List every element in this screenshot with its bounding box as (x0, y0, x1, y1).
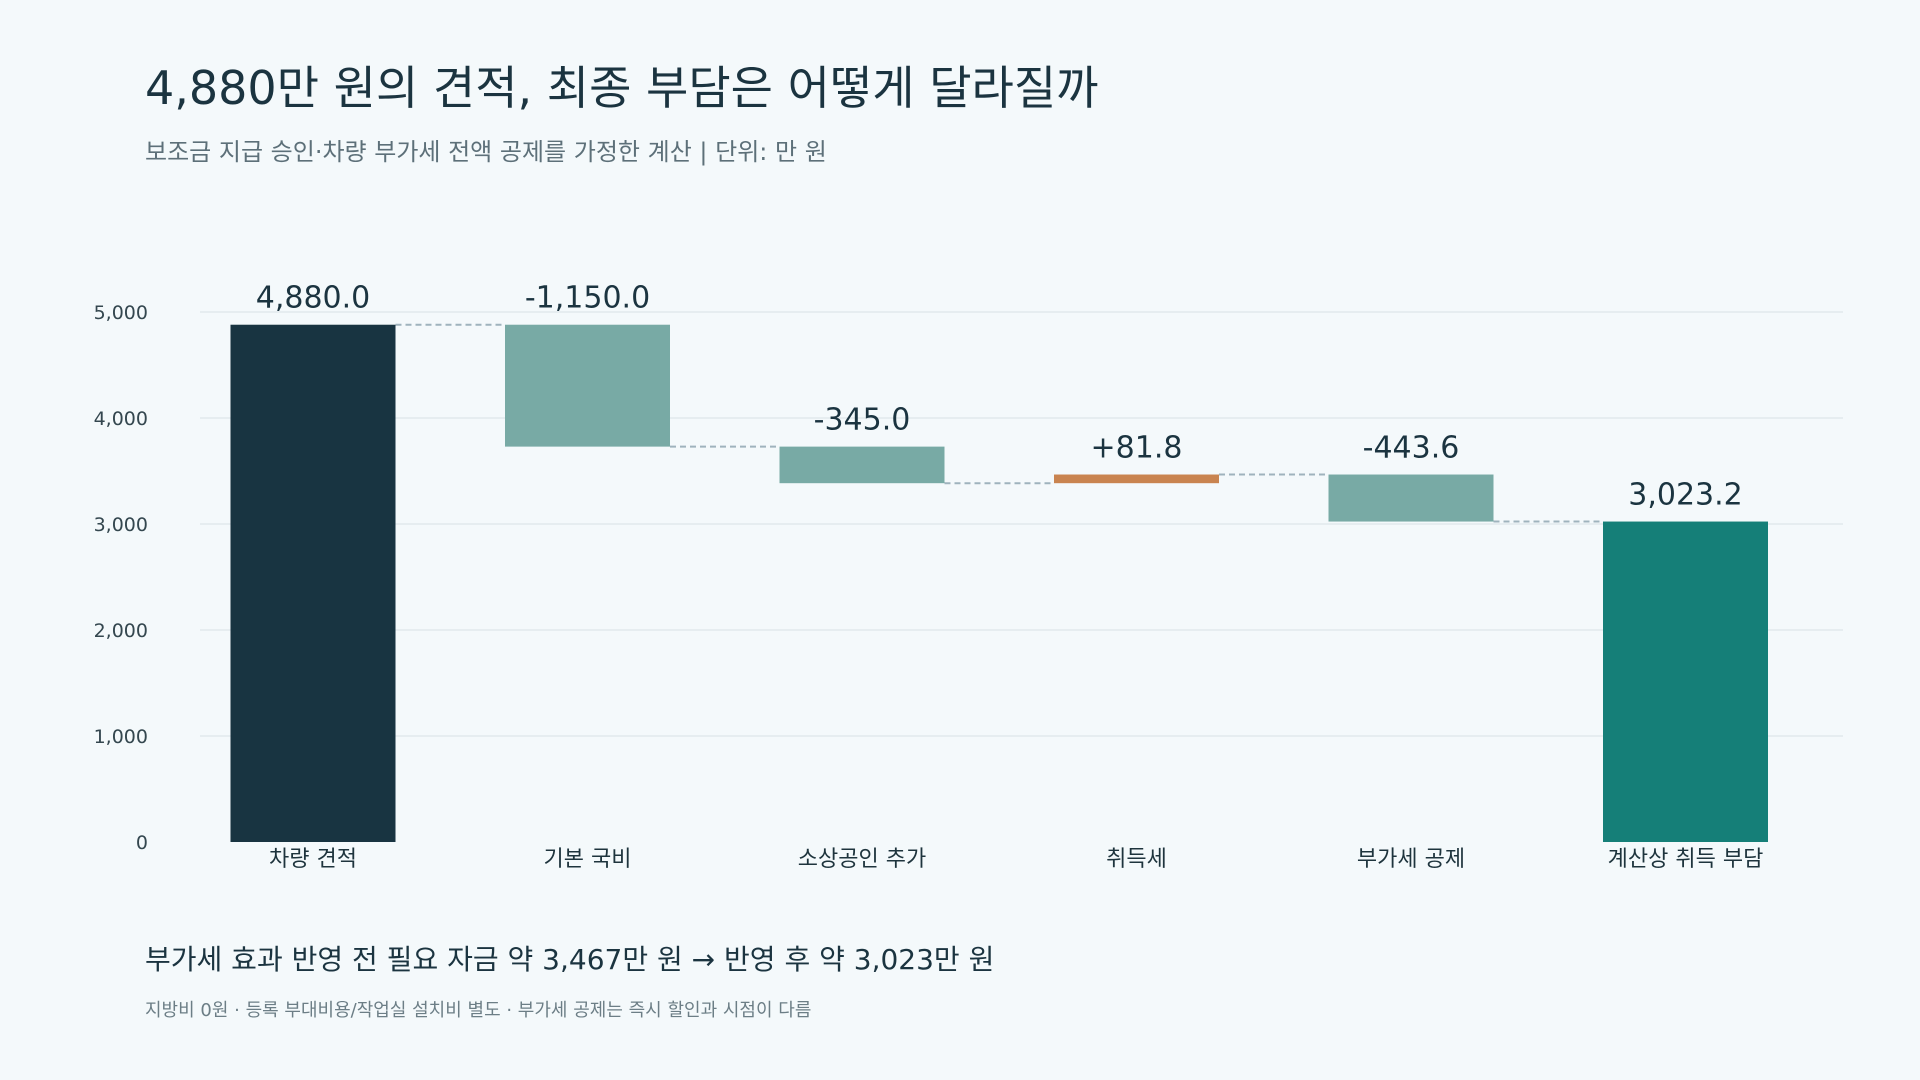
y-tick-label: 4,000 (94, 408, 148, 430)
category-labels: 차량 견적 기본 국비 소상공인 추가 취득세 부가세 공제 계산상 취득 부담 (269, 847, 1763, 872)
gridlines (200, 311, 1843, 737)
category-label: 기본 국비 (544, 847, 632, 872)
bars (230, 324, 1768, 843)
footer-note: 지방비 0원 · 등록 부대비용/작업실 설치비 별도 · 부가세 공제는 즉시… (145, 1000, 812, 1021)
y-tick-label: 2,000 (94, 620, 148, 642)
bar (779, 446, 945, 484)
category-label: 소상공인 추가 (798, 847, 926, 872)
bar (1603, 521, 1768, 842)
value-label: +81.8 (1091, 431, 1183, 466)
value-label: 3,023.2 (1628, 478, 1743, 513)
connectors (395, 323, 1603, 523)
value-labels: 4,880.0 -1,150.0 -345.0 +81.8 -443.6 3,023.2 (256, 281, 1743, 513)
bar (1054, 474, 1219, 484)
y-tick-label: 1,000 (94, 726, 148, 748)
bar (230, 324, 396, 843)
footer-summary: 부가세 효과 반영 전 필요 자금 약 3,467만 원 → 반영 후 약 3,… (145, 943, 995, 976)
value-label: 4,880.0 (256, 281, 371, 316)
y-tick-label: 5,000 (94, 302, 148, 324)
category-label: 부가세 공제 (1357, 847, 1465, 872)
value-label: -345.0 (814, 403, 911, 438)
category-label: 계산상 취득 부담 (1608, 847, 1764, 872)
y-tick-label: 3,000 (94, 514, 148, 536)
chart-title: 4,880만 원의 견적, 최종 부담은 어떻게 달라질까 (145, 61, 1099, 115)
value-label: -1,150.0 (525, 281, 650, 316)
y-axis-ticks: 0 1,000 2,000 3,000 4,000 5,000 (94, 302, 148, 854)
bar (1328, 474, 1494, 522)
category-label: 취득세 (1106, 847, 1167, 872)
value-label: -443.6 (1363, 431, 1460, 466)
category-label: 차량 견적 (269, 847, 357, 872)
chart-subtitle: 보조금 지급 승인·차량 부가세 전액 공제를 가정한 계산 | 단위: 만 원 (145, 138, 827, 166)
y-tick-label: 0 (136, 832, 148, 854)
bar (505, 324, 670, 447)
